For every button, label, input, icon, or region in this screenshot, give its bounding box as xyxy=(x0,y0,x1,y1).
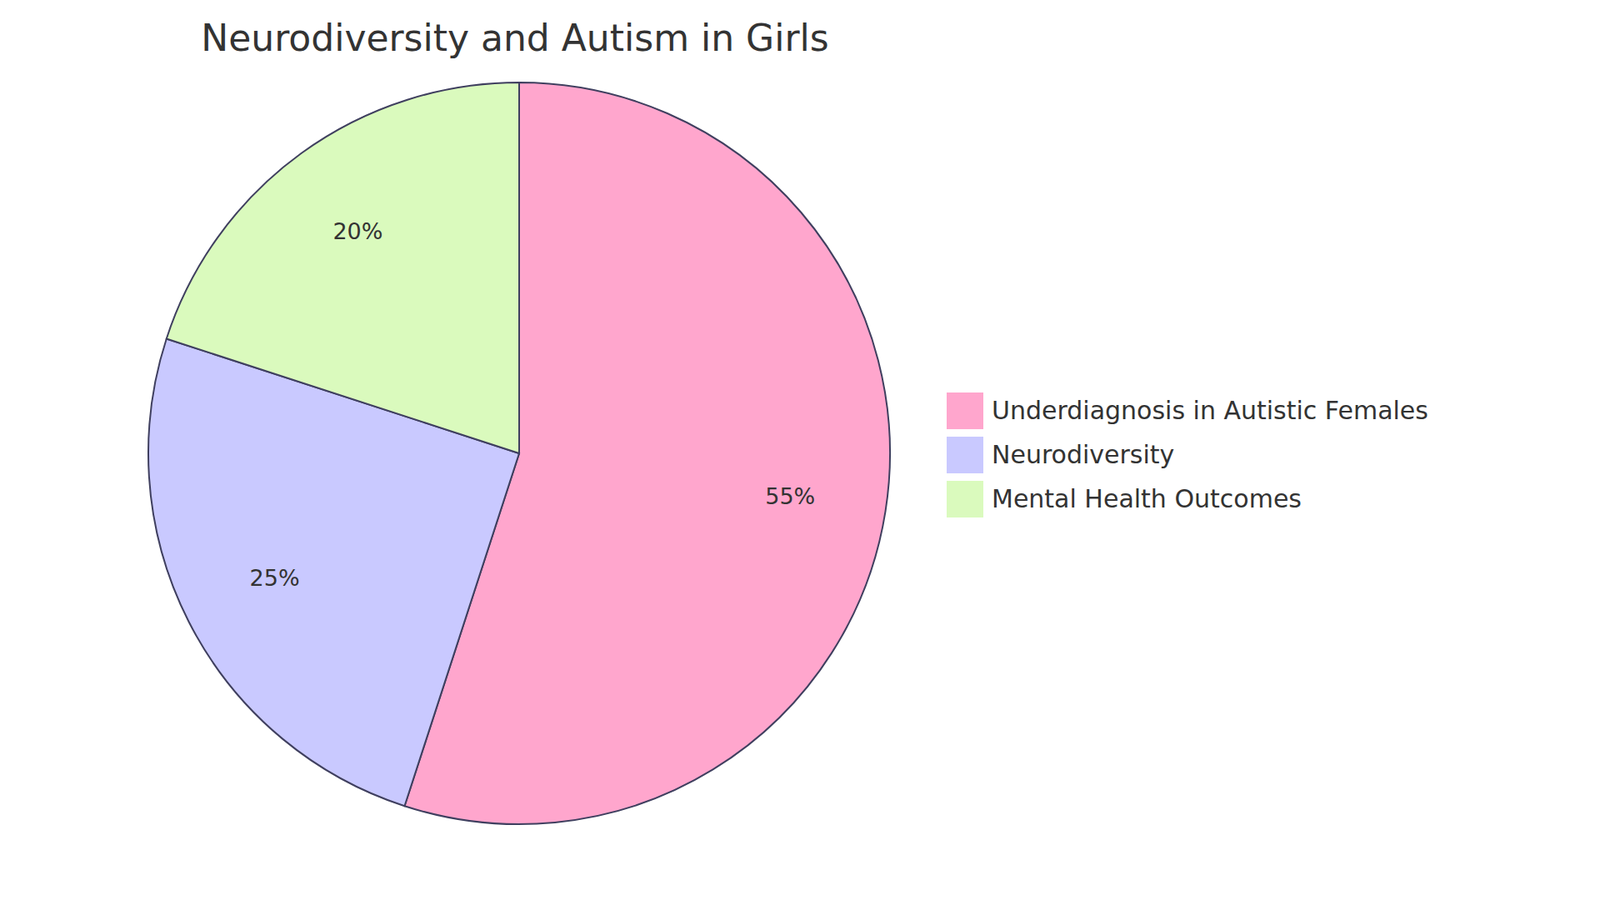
svg-text:20%: 20% xyxy=(332,218,383,245)
svg-text:55%: 55% xyxy=(765,483,815,510)
svg-text:25%: 25% xyxy=(250,565,300,591)
html-text:Neurodiversity: Neurodiversity xyxy=(991,440,1175,470)
html-text:Neurodiversity and Autism in G: Neurodiversity and Autism in Girls xyxy=(201,16,829,60)
html-text:Underdiagnosis in Autistic Fem: Underdiagnosis in Autistic Females xyxy=(991,395,1429,425)
html-text:Mental Health Outcomes: Mental Health Outcomes xyxy=(991,484,1302,514)
